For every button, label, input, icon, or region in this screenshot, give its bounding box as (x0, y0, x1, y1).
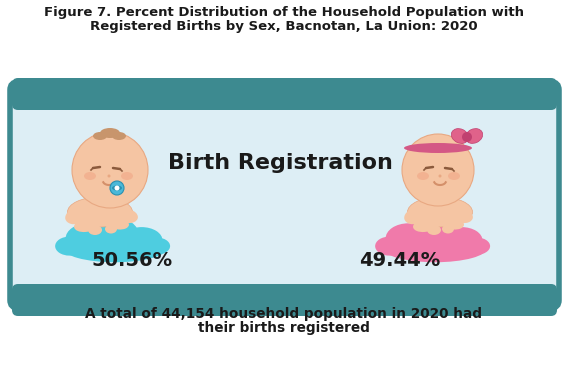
Ellipse shape (413, 220, 435, 232)
Ellipse shape (65, 223, 111, 254)
Ellipse shape (143, 238, 170, 255)
Text: Registered Births by Sex, Bacnotan, La Union: 2020: Registered Births by Sex, Bacnotan, La U… (90, 20, 478, 33)
Text: A total of 44,154 household population in 2020 had: A total of 44,154 household population i… (85, 307, 483, 321)
Ellipse shape (441, 227, 483, 254)
Ellipse shape (93, 132, 107, 140)
Ellipse shape (451, 128, 469, 144)
Circle shape (114, 185, 119, 191)
Ellipse shape (63, 234, 167, 262)
Ellipse shape (383, 234, 487, 262)
FancyBboxPatch shape (10, 82, 559, 308)
Text: 49.44%: 49.44% (360, 251, 440, 269)
Ellipse shape (121, 172, 133, 180)
Ellipse shape (442, 224, 454, 234)
Ellipse shape (100, 128, 120, 138)
Ellipse shape (112, 132, 126, 140)
Text: Figure 7. Percent Distribution of the Household Population with: Figure 7. Percent Distribution of the Ho… (44, 6, 524, 19)
Circle shape (108, 174, 110, 177)
Ellipse shape (386, 223, 431, 254)
FancyBboxPatch shape (12, 284, 557, 316)
Circle shape (110, 181, 124, 195)
Ellipse shape (65, 208, 89, 224)
Ellipse shape (375, 237, 403, 256)
Ellipse shape (55, 237, 84, 256)
Circle shape (439, 174, 442, 177)
Ellipse shape (464, 238, 490, 255)
Circle shape (72, 132, 148, 208)
Ellipse shape (404, 143, 472, 153)
FancyBboxPatch shape (12, 78, 557, 110)
Ellipse shape (112, 185, 122, 191)
Ellipse shape (91, 217, 139, 252)
Ellipse shape (411, 217, 459, 252)
Circle shape (402, 134, 474, 206)
Text: 50.56%: 50.56% (92, 251, 172, 269)
Ellipse shape (105, 224, 117, 234)
Ellipse shape (116, 209, 138, 223)
Ellipse shape (68, 197, 133, 227)
Circle shape (462, 132, 472, 142)
Text: Birth Registration: Birth Registration (167, 153, 393, 173)
Ellipse shape (465, 128, 483, 144)
Ellipse shape (407, 197, 472, 227)
Ellipse shape (417, 172, 429, 180)
Ellipse shape (109, 219, 129, 230)
Ellipse shape (451, 209, 473, 223)
Text: their births registered: their births registered (198, 321, 370, 335)
Ellipse shape (448, 172, 460, 180)
Ellipse shape (444, 219, 464, 230)
Ellipse shape (88, 225, 102, 235)
Ellipse shape (121, 227, 163, 254)
Ellipse shape (74, 220, 96, 232)
Ellipse shape (404, 208, 428, 224)
Ellipse shape (427, 225, 441, 235)
Ellipse shape (84, 172, 96, 180)
